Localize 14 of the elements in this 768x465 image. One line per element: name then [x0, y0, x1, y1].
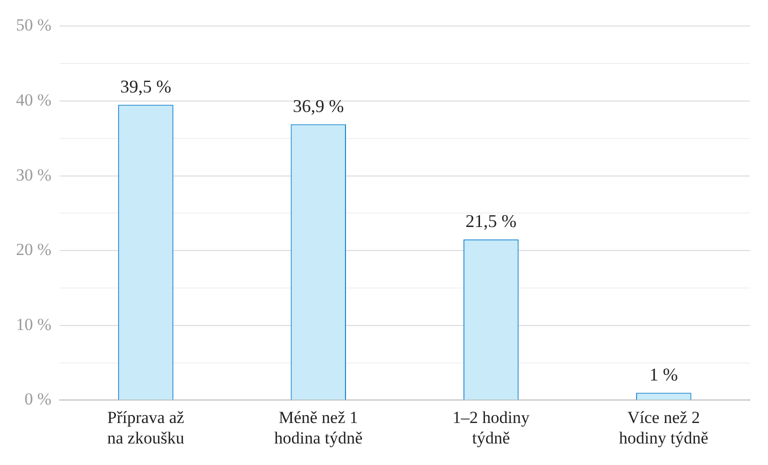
x-tick-label: Více než 2 hodiny týdně [619, 408, 708, 448]
y-tick-label: 50 % [16, 16, 52, 35]
y-tick-label: 0 % [24, 390, 52, 409]
x-tick-label: Méně než 1 hodina týdně [274, 408, 363, 448]
x-tick-label: Příprava až na zkoušku [107, 408, 185, 448]
y-tick-label: 20 % [16, 240, 52, 260]
data-label: 1 % [649, 364, 678, 384]
y-tick-label: 10 % [16, 314, 52, 334]
data-label: 36,9 % [292, 96, 344, 116]
data-label: 21,5 % [466, 211, 517, 232]
y-tick-label: 30 % [16, 165, 52, 184]
y-tick-label: 40 % [16, 90, 52, 110]
data-label: 39,5 % [120, 76, 172, 96]
x-tick-label: 1–2 hodiny týdně [452, 408, 530, 448]
